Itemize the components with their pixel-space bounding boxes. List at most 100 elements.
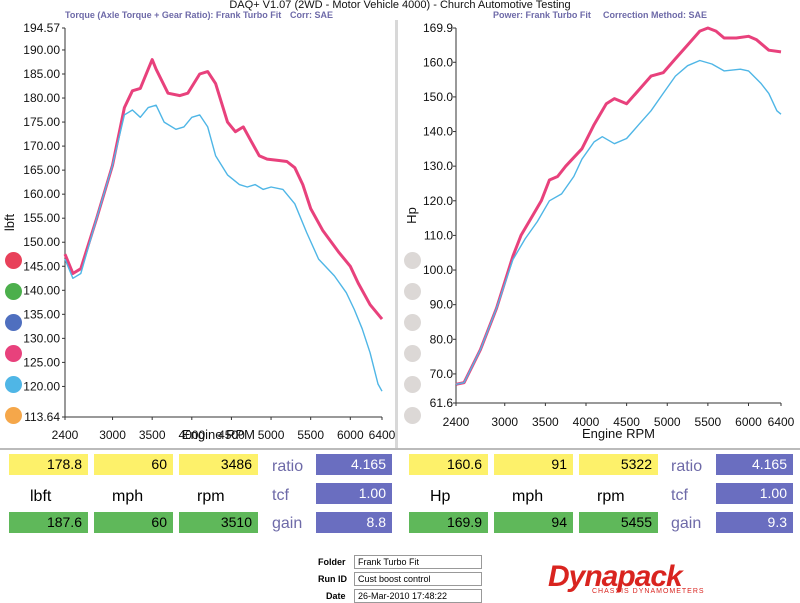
x-tick-label: 4500	[613, 415, 640, 429]
y-tick-label: 170.00	[23, 139, 60, 153]
right-param-label-gain: gain	[671, 515, 702, 532]
right-param-value-ratio: 4.165	[716, 454, 793, 475]
y-tick-label: 120.0	[423, 194, 453, 208]
left-unit-2: mph	[112, 488, 144, 505]
x-tick-label: 5000	[258, 428, 285, 442]
left-chart-correction: Corr: SAE	[290, 10, 334, 20]
right-param-label-ratio: ratio	[671, 458, 703, 475]
x-tick-label: 4000	[573, 415, 600, 429]
series-line-cyan	[455, 59, 782, 385]
y-tick-label: 150.00	[23, 235, 60, 249]
y-tick-label: 140.0	[423, 125, 453, 139]
app-title: DAQ+ V1.07 (2WD - Motor Vehicle 4000) - …	[229, 0, 571, 11]
legend-dot[interactable]	[404, 376, 421, 393]
y-tick-label: 145.00	[23, 259, 60, 273]
legend-dot[interactable]	[5, 283, 22, 300]
left-param-value-ratio: 4.165	[316, 454, 392, 475]
x-tick-label: 5500	[695, 415, 722, 429]
y-tick-label: 135.00	[23, 307, 60, 321]
left-unit-1: lbft	[30, 488, 52, 505]
y-tick-label: 155.00	[23, 211, 60, 225]
y-tick-label: 120.00	[23, 379, 60, 393]
y-tick-label: 130.00	[23, 331, 60, 345]
left-peak-value-2: 60	[94, 512, 173, 533]
x-tick-label: 3500	[139, 428, 166, 442]
y-tick-label: 140.00	[23, 283, 60, 297]
y-tick-label: 194.57	[23, 21, 60, 35]
y-tick-label: 80.0	[430, 332, 454, 346]
run-id-value: Cust boost control	[354, 572, 482, 586]
left-param-label-ratio: ratio	[272, 458, 304, 475]
y-tick-label: 100.0	[423, 263, 453, 277]
x-tick-label: 5000	[654, 415, 681, 429]
legend-dot[interactable]	[5, 376, 22, 393]
left-param-value-gain: 8.8	[316, 512, 392, 533]
right-unit-2: mph	[512, 488, 544, 505]
x-tick-label: 2400	[443, 415, 470, 429]
series-line-pink	[63, 58, 384, 321]
left-param-label-tcf: tcf	[272, 487, 289, 504]
y-axis-label: lbft	[2, 213, 17, 231]
series-line-cyan	[64, 104, 383, 392]
x-tick-label: 4500	[218, 428, 245, 442]
x-tick-label: 6400	[768, 415, 795, 429]
left-readout-value-3: 3486	[179, 454, 258, 475]
run-id-label: Run ID	[318, 574, 347, 584]
right-peak-value-1: 169.9	[409, 512, 488, 533]
power-chart: 169.9 160.0 150.0 140.0 130.0 120.0 110.0 100.0…	[398, 20, 800, 448]
x-tick-label: 3500	[532, 415, 559, 429]
x-tick-label: 4000	[178, 428, 205, 442]
y-axis-label: Hp	[404, 207, 419, 224]
y-tick-label: 185.00	[23, 67, 60, 81]
left-param-value-tcf: 1.00	[316, 483, 392, 504]
right-param-label-tcf: tcf	[671, 487, 688, 504]
x-tick-label: 5500	[297, 428, 324, 442]
right-chart-correction: Correction Method: SAE	[603, 10, 708, 20]
y-tick-label: 175.00	[23, 115, 60, 129]
y-tick-label: 130.0	[423, 159, 453, 173]
legend-dot[interactable]	[5, 407, 22, 424]
x-tick-label: 6400	[369, 428, 395, 442]
y-tick-label: 165.00	[23, 163, 60, 177]
x-tick-label: 3000	[99, 428, 126, 442]
legend-dot[interactable]	[404, 407, 421, 424]
right-param-value-gain: 9.3	[716, 512, 793, 533]
right-unit-1: Hp	[430, 488, 451, 505]
legend-dot[interactable]	[404, 283, 421, 300]
y-tick-label: 160.00	[23, 187, 60, 201]
right-peak-value-3: 5455	[579, 512, 658, 533]
folder-value: Frank Turbo Fit	[354, 555, 482, 569]
legend-dot[interactable]	[404, 314, 421, 331]
right-param-value-tcf: 1.00	[716, 483, 793, 504]
x-axis-label: Engine RPM	[182, 427, 255, 442]
legend-dot[interactable]	[5, 252, 22, 269]
left-unit-3: rpm	[197, 488, 225, 505]
right-unit-3: rpm	[597, 488, 625, 505]
x-tick-label: 3000	[491, 415, 518, 429]
legend-dot[interactable]	[5, 314, 22, 331]
footer-divider	[0, 448, 800, 450]
series-line-pink	[455, 26, 782, 386]
left-readout-value-1: 178.8	[9, 454, 88, 475]
y-tick-label: 110.0	[424, 228, 453, 242]
legend-dot[interactable]	[404, 345, 421, 362]
y-tick-label: 150.0	[423, 90, 453, 104]
right-chart-subtitle: Power: Frank Turbo Fit	[493, 10, 591, 20]
y-tick-label: 61.6	[430, 396, 454, 410]
date-value: 26-Mar-2010 17:48:22	[354, 589, 482, 603]
dynapack-logo: Dynapack	[548, 560, 683, 593]
y-tick-label: 169.9	[423, 21, 453, 35]
y-tick-label: 90.0	[430, 298, 454, 312]
y-tick-label: 190.00	[23, 43, 60, 57]
y-tick-label: 125.00	[23, 355, 60, 369]
dynapack-logo-subtext: CHASSIS DYNAMOMETERS	[592, 588, 705, 595]
date-label: Date	[326, 591, 346, 601]
y-tick-label: 180.00	[23, 91, 60, 105]
right-peak-value-2: 94	[494, 512, 573, 533]
legend-dot[interactable]	[5, 345, 22, 362]
left-chart-subtitle: Torque (Axle Torque + Gear Ratio): Frank…	[65, 10, 282, 20]
y-tick-label: 113.64	[24, 410, 60, 424]
x-axis-label: Engine RPM	[582, 426, 655, 441]
legend-dot[interactable]	[404, 252, 421, 269]
x-tick-label: 6000	[735, 415, 762, 429]
